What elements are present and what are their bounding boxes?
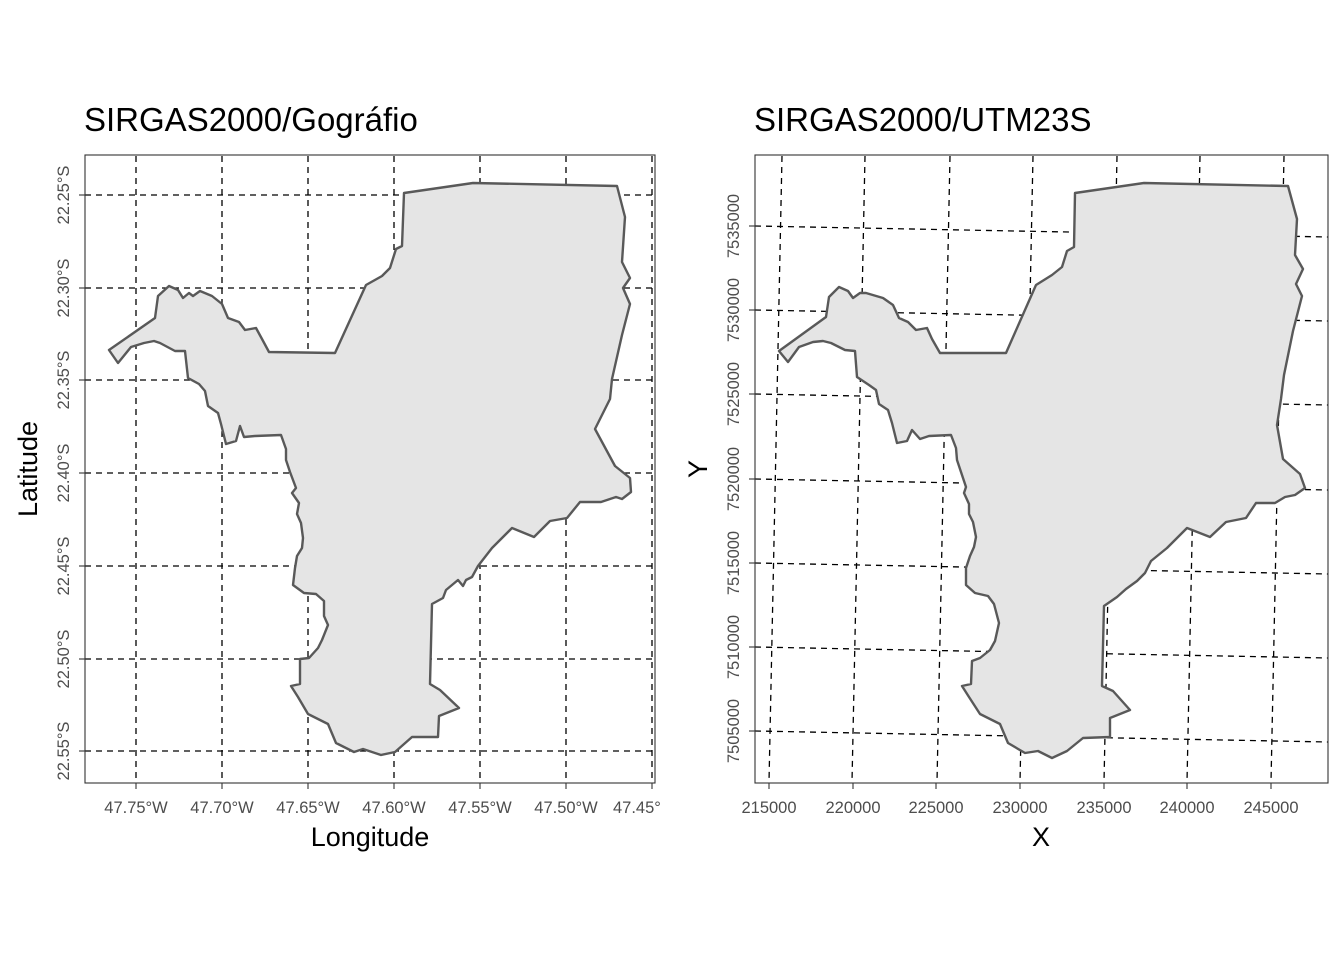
left-plot-frame: [84, 154, 656, 784]
left-y-tick-label: 22.35°S: [55, 351, 73, 410]
left-x-tick-label: 47.45°: [613, 799, 661, 817]
right-y-axis-title: Y: [683, 460, 713, 478]
right-plot-frame: [754, 154, 1329, 784]
right-meridian-1: [768, 155, 783, 783]
right-x-tick-label: 235000: [1076, 799, 1131, 817]
left-x-tick-label: 47.50°W: [534, 799, 598, 817]
right-y-tick-label: 7525000: [725, 362, 743, 426]
left-x-tick-label: 47.65°W: [276, 799, 340, 817]
left-y-tick-label: 22.40°S: [55, 444, 73, 503]
right-x-tick-label: 215000: [741, 799, 796, 817]
right-x-tick-label: 230000: [992, 799, 1047, 817]
left-y-tick-label: 22.45°S: [55, 537, 73, 596]
right-axis-ticks: [749, 225, 1272, 789]
left-x-tick-labels: 47.75°W 47.70°W 47.65°W 47.60°W 47.55°W …: [104, 799, 661, 817]
left-y-tick-label: 22.55°S: [55, 722, 73, 781]
right-meridian-3: [936, 155, 951, 783]
left-x-tick-label: 47.70°W: [190, 799, 254, 817]
left-y-tick-label: 22.25°S: [55, 166, 73, 225]
left-x-tick-label: 47.60°W: [362, 799, 426, 817]
right-y-tick-label: 7505000: [725, 699, 743, 763]
right-y-tick-label: 7520000: [725, 447, 743, 511]
right-y-tick-label: 7535000: [725, 194, 743, 258]
right-x-tick-label: 225000: [908, 799, 963, 817]
right-meridian-2: [851, 155, 866, 783]
right-y-tick-label: 7510000: [725, 615, 743, 679]
left-x-axis-title: Longitude: [311, 822, 430, 852]
left-map-panel: SIRGAS2000/Gográfio: [13, 101, 661, 852]
right-x-tick-labels: 215000 220000 225000 230000 235000 24000…: [741, 799, 1298, 817]
right-x-tick-label: 220000: [825, 799, 880, 817]
right-y-tick-label: 7515000: [725, 531, 743, 595]
left-municipality-polygon: [107, 181, 633, 757]
left-x-tick-label: 47.75°W: [104, 799, 168, 817]
left-axis-ticks: [79, 194, 653, 789]
left-x-tick-label: 47.55°W: [448, 799, 512, 817]
left-y-tick-labels: 22.25°S 22.30°S 22.35°S 22.40°S 22.45°S …: [55, 166, 73, 781]
right-panel-title: SIRGAS2000/UTM23S: [754, 101, 1091, 138]
right-map-panel: SIRGAS2000/UTM23S: [683, 101, 1329, 852]
right-y-tick-label: 7530000: [725, 278, 743, 342]
left-panel-title: SIRGAS2000/Gográfio: [84, 101, 418, 138]
left-y-axis-title: Latitude: [13, 421, 43, 517]
right-municipality-polygon: [777, 181, 1307, 760]
right-x-tick-label: 240000: [1159, 799, 1214, 817]
right-y-tick-labels: 7505000 7510000 7515000 7520000 7525000 …: [725, 194, 743, 763]
right-x-tick-label: 245000: [1243, 799, 1298, 817]
right-x-axis-title: X: [1032, 822, 1050, 852]
left-y-tick-label: 22.50°S: [55, 630, 73, 689]
left-y-tick-label: 22.30°S: [55, 259, 73, 318]
